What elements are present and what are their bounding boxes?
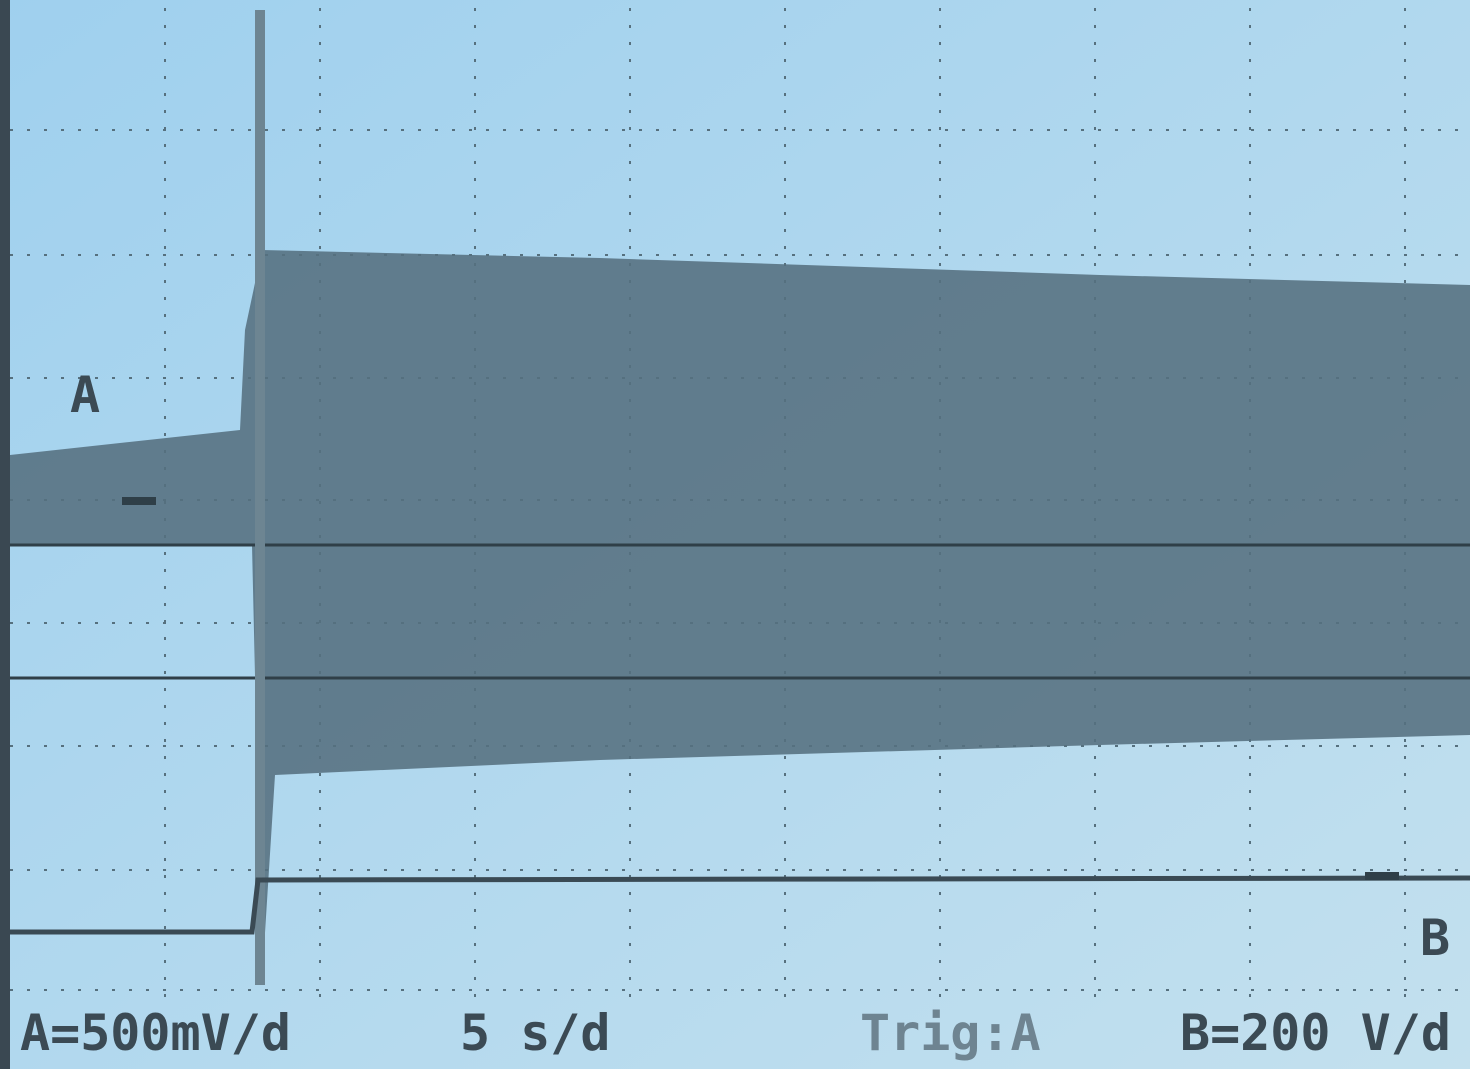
- channel-b-scale: B=200 V/d: [1180, 1004, 1451, 1062]
- channel-a-marker: A: [70, 366, 100, 424]
- channel-b-marker: B: [1420, 909, 1450, 967]
- oscilloscope-screen: A B A=500mV/d 5 s/d Trig:A B=200 V/d: [0, 0, 1470, 1069]
- page: A B A=500mV/d 5 s/d Trig:A B=200 V/d (()…: [0, 0, 1470, 1069]
- channel-a-scale: A=500mV/d: [20, 1004, 291, 1062]
- bezel: [0, 0, 10, 1069]
- channel-a-ground: [122, 497, 156, 505]
- channel-b-ground: [1365, 872, 1399, 880]
- timebase: 5 s/d: [460, 1004, 611, 1062]
- trigger-spike: [255, 10, 265, 985]
- trigger: Trig:A: [860, 1004, 1041, 1062]
